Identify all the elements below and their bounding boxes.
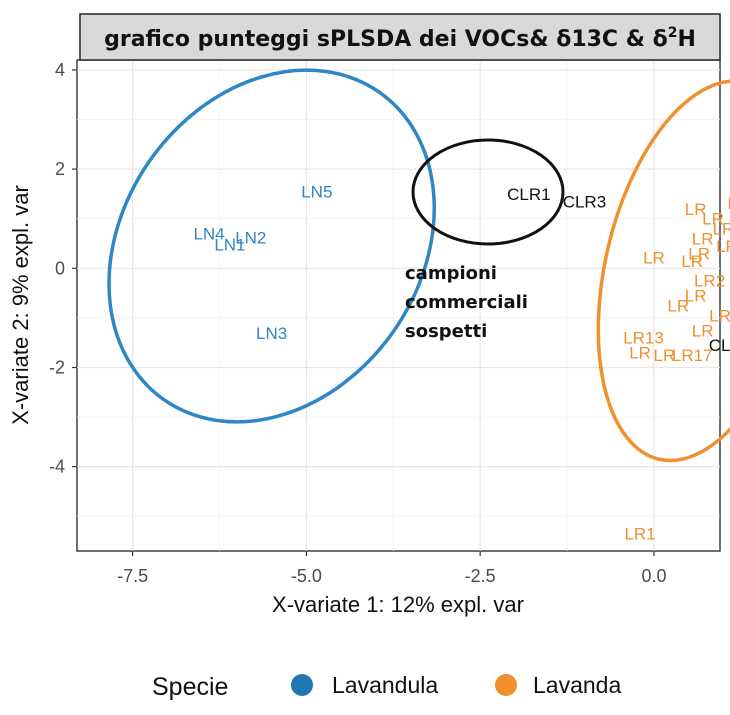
point-label-commerciali: CLR1 — [507, 185, 550, 204]
point-label-lavandula: LN1 — [214, 235, 245, 254]
annotation-line-1: campioni — [405, 263, 497, 284]
point-label-lavandula: LN3 — [256, 324, 287, 343]
legend-title: Specie — [152, 673, 228, 701]
x-axis-label: X-variate 1: 12% expl. var — [272, 592, 524, 617]
point-label-lavanda: LR — [681, 252, 703, 271]
chart-title-superscript: 2 — [668, 25, 678, 41]
y-tick-label: 2 — [55, 159, 65, 179]
point-label-commerciali: CLR3 — [563, 192, 606, 211]
chart-title-main: grafico punteggi sPLSDA dei VOCs& δ13C &… — [104, 27, 668, 52]
point-label-lavanda: LR1 — [624, 525, 655, 544]
point-label-lavanda: LR — [629, 344, 651, 363]
point-label-lavandula: LN5 — [301, 182, 332, 201]
point-label-lavanda: LR — [667, 297, 689, 316]
point-label-commerciali: CLR4 — [709, 336, 730, 355]
annotation-line-2: commerciali — [405, 292, 528, 313]
y-tick-label: -4 — [49, 457, 65, 477]
annotation-line-3: sospetti — [405, 321, 487, 342]
y-tick-label: 4 — [55, 60, 65, 80]
chart-title-end: H — [677, 27, 695, 52]
y-axis-label: X-variate 2: 9% expl. var — [8, 185, 33, 425]
point-label-lavanda: LR17 — [672, 346, 713, 365]
point-label-lavanda: LR — [716, 237, 730, 256]
chart-title: grafico punteggi sPLSDA dei VOCs& δ13C &… — [104, 25, 696, 52]
x-tick-label: -7.5 — [117, 566, 148, 586]
legend-label-lavanda: Lavanda — [533, 672, 621, 698]
legend-swatch-lavandula — [291, 674, 313, 696]
point-label-lavanda: LR — [643, 248, 665, 267]
y-tick-label: 0 — [55, 258, 65, 278]
y-tick-label: -2 — [49, 357, 65, 377]
legend: Specie Lavandula Lavanda — [152, 672, 621, 701]
point-label-lavanda: LR — [713, 220, 730, 239]
legend-swatch-lavanda — [495, 674, 517, 696]
x-tick-label: -5.0 — [291, 566, 322, 586]
x-tick-label: 0.0 — [641, 566, 666, 586]
x-tick-label: -2.5 — [465, 566, 496, 586]
legend-label-lavandula: Lavandula — [332, 672, 438, 698]
